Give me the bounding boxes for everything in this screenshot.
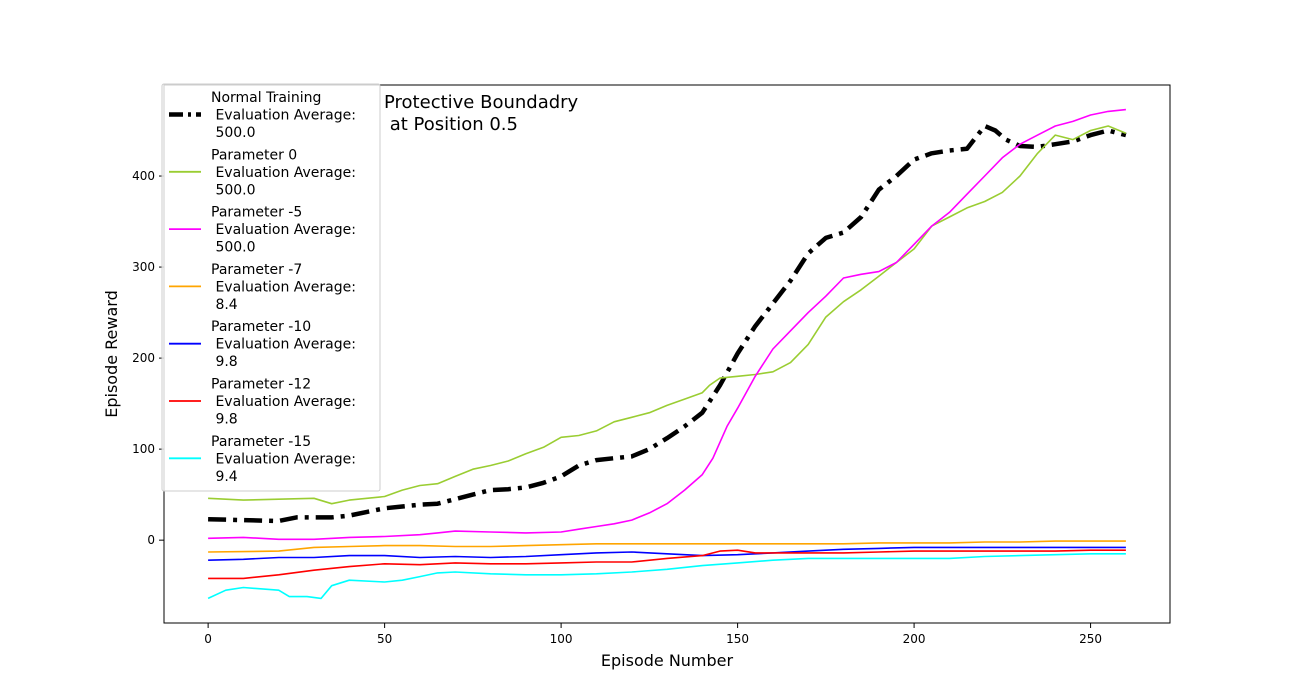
legend-label: Parameter -7 Evaluation Average: 8.4 (211, 262, 356, 313)
series-line-parameter-minus-7 (208, 540, 1126, 553)
series-line-normal-training (208, 123, 1127, 524)
legend: Normal Training Evaluation Average: 500.… (161, 83, 381, 492)
chart-title: Protective Boundadry at Position 0.5 (384, 92, 579, 135)
legend-label: Parameter -15 Evaluation Average: 9.4 (211, 434, 356, 485)
x-tick-label: 200 (903, 632, 926, 646)
x-axis-label: Episode Number (601, 651, 734, 670)
series-line-parameter-minus-10 (208, 546, 1126, 561)
series-line-parameter-minus-5 (208, 108, 1126, 541)
y-tick-label: 400 (132, 169, 155, 183)
legend-label: Parameter -10 Evaluation Average: 9.8 (211, 319, 356, 370)
y-axis-ticks: 0 100 200 300 400 (132, 169, 164, 547)
x-tick-label: 100 (550, 632, 573, 646)
x-tick-label: 50 (377, 632, 392, 646)
y-tick-label: 100 (132, 442, 155, 456)
series-line-parameter-0 (208, 125, 1127, 505)
legend-label: Parameter -5 Evaluation Average: 500.0 (211, 205, 356, 256)
x-tick-label: 150 (726, 632, 749, 646)
legend-label: Parameter 0 Evaluation Average: 500.0 (211, 147, 356, 198)
y-tick-label: 0 (147, 533, 155, 547)
x-axis-ticks: 0 50 100 150 200 250 (204, 623, 1102, 646)
y-axis-label: Episode Reward (102, 290, 121, 418)
legend-box (161, 83, 381, 492)
y-tick-label: 200 (132, 351, 155, 365)
y-tick-label: 300 (132, 260, 155, 274)
legend-label: Parameter -12 Evaluation Average: 9.8 (211, 377, 356, 428)
legend-label: Normal Training Evaluation Average: 500.… (211, 90, 356, 141)
series-line-parameter-minus-12 (208, 549, 1126, 580)
series-line-parameter-minus-15 (207, 553, 1126, 600)
x-tick-label: 0 (204, 632, 212, 646)
series-layer (207, 108, 1127, 600)
x-tick-label: 250 (1079, 632, 1102, 646)
